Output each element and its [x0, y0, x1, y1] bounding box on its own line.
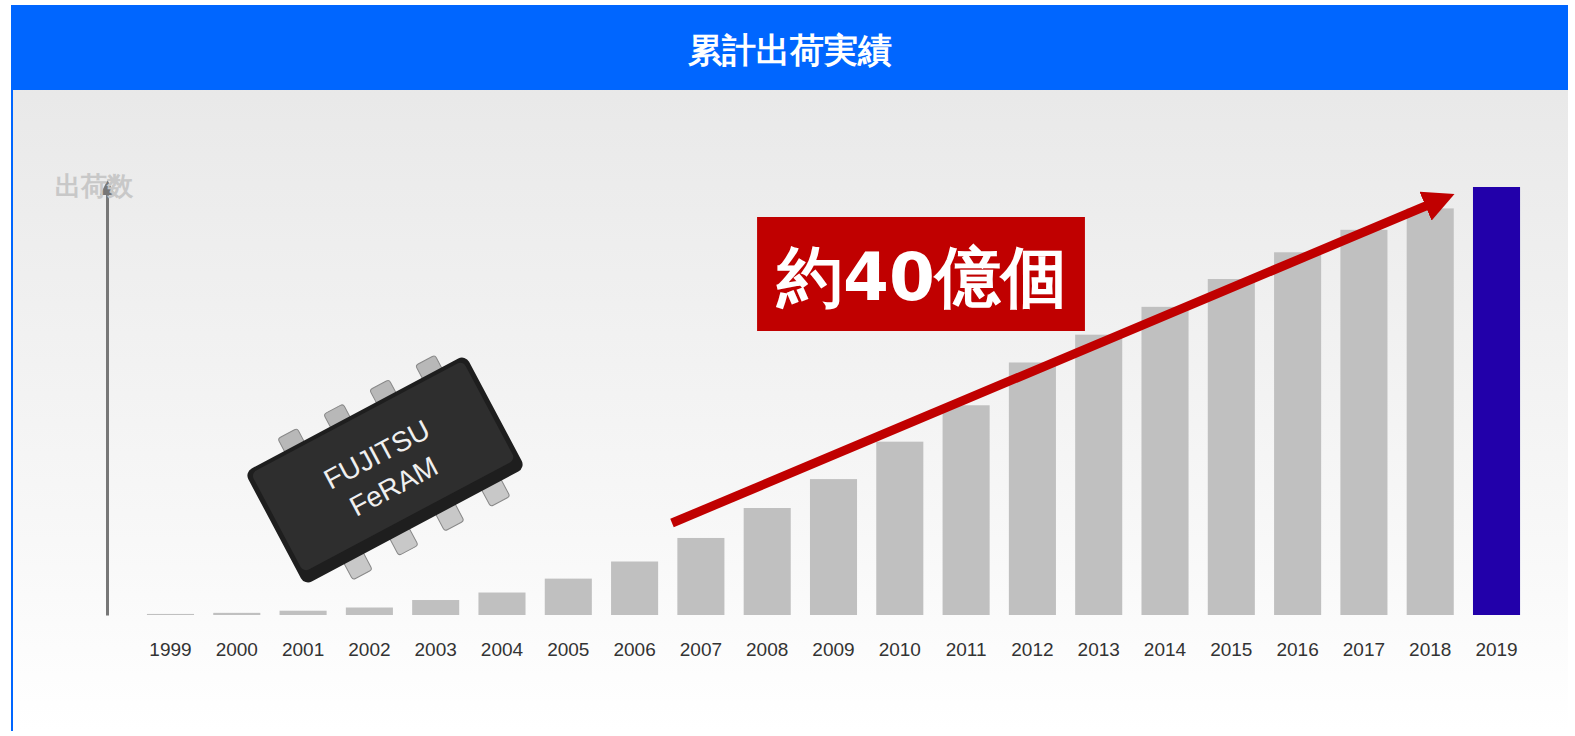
- bar: [213, 613, 260, 615]
- bar: [1075, 335, 1122, 615]
- x-tick: 2007: [680, 615, 722, 660]
- x-tick: 2015: [1210, 615, 1252, 660]
- chip-label: FeRAM: [345, 450, 443, 522]
- bar: [677, 538, 724, 615]
- bar: [611, 562, 658, 616]
- title-banner: [12, 5, 1568, 90]
- x-tick: 2012: [1011, 615, 1053, 660]
- x-tick: 2009: [812, 615, 854, 660]
- x-tick-label: 1999: [149, 639, 191, 660]
- x-tick-label: 2006: [613, 639, 655, 660]
- x-tick-label: 2018: [1409, 639, 1451, 660]
- x-tick-label: 2019: [1475, 639, 1517, 660]
- trend-arrow: [672, 200, 1440, 523]
- x-tick: 2004: [481, 615, 524, 660]
- x-tick: 2010: [879, 615, 921, 660]
- annotation-text: 約40億個: [775, 239, 1067, 316]
- x-tick: 2003: [415, 615, 457, 660]
- bar: [545, 579, 592, 615]
- chip-top: [251, 361, 515, 573]
- annotation-box: [757, 217, 1085, 331]
- bar: [744, 508, 791, 615]
- chart: 累計出荷実績 1999 2000 2001 2002 2003 2004 2005 2006 20…: [0, 0, 1575, 736]
- x-tick: 2001: [282, 615, 324, 660]
- x-tick-label: 2008: [746, 639, 788, 660]
- x-tick-label: 2016: [1276, 639, 1318, 660]
- x-axis: 1999 2000 2001 2002 2003 2004 2005 2006 2007 2008…: [138, 615, 1531, 660]
- chip-body: [245, 355, 526, 585]
- x-tick: 2017: [1343, 615, 1385, 660]
- bar: [478, 593, 525, 615]
- background: [12, 5, 1568, 731]
- frame-left: [11, 5, 13, 731]
- x-tick-label: 2013: [1078, 639, 1120, 660]
- x-tick: 2011: [946, 615, 987, 660]
- x-tick-label: 2007: [680, 639, 722, 660]
- bar: [147, 614, 194, 615]
- x-tick: 2016: [1276, 615, 1318, 660]
- x-tick: 2000: [216, 615, 258, 660]
- x-tick: 2013: [1078, 615, 1120, 660]
- bar: [1141, 307, 1188, 615]
- x-tick: 2014: [1144, 615, 1187, 660]
- bars: [147, 187, 1520, 615]
- x-tick-label: 2017: [1343, 639, 1385, 660]
- title: 累計出荷実績: [688, 30, 892, 70]
- y-axis-line: [106, 188, 109, 616]
- x-tick-label: 2014: [1144, 639, 1187, 660]
- chip: FUJITSUFeRAM: [238, 342, 534, 601]
- bar: [1473, 187, 1520, 615]
- x-tick-label: 2005: [547, 639, 589, 660]
- x-tick: 2019: [1475, 615, 1517, 660]
- bar: [876, 442, 923, 615]
- bar: [1009, 362, 1056, 615]
- bar: [346, 608, 393, 615]
- bar: [1340, 230, 1387, 615]
- bar: [810, 479, 857, 615]
- x-tick: 2018: [1409, 615, 1451, 660]
- bar: [943, 405, 990, 615]
- x-axis-line: [138, 615, 1531, 616]
- annotation: 約40億個: [757, 217, 1085, 331]
- y-axis-title: 出荷数: [55, 171, 134, 201]
- bar: [1208, 279, 1255, 615]
- bar: [412, 600, 459, 615]
- x-tick: 1999: [149, 615, 191, 660]
- x-tick-label: 2009: [812, 639, 854, 660]
- x-tick-label: 2003: [415, 639, 457, 660]
- x-tick: 2008: [746, 615, 788, 660]
- y-axis: [107, 188, 108, 616]
- bar: [1407, 208, 1454, 615]
- x-tick: 2002: [348, 615, 390, 660]
- x-tick-label: 2011: [946, 639, 987, 660]
- bar: [280, 611, 327, 615]
- bar: [1274, 252, 1321, 615]
- x-tick-label: 2000: [216, 639, 258, 660]
- x-tick: 2005: [547, 615, 589, 660]
- x-tick-label: 2010: [879, 639, 921, 660]
- x-tick-label: 2002: [348, 639, 390, 660]
- x-tick-label: 2004: [481, 639, 524, 660]
- x-tick: 2006: [613, 615, 655, 660]
- x-tick-label: 2015: [1210, 639, 1252, 660]
- x-tick-label: 2001: [282, 639, 324, 660]
- x-tick-label: 2012: [1011, 639, 1053, 660]
